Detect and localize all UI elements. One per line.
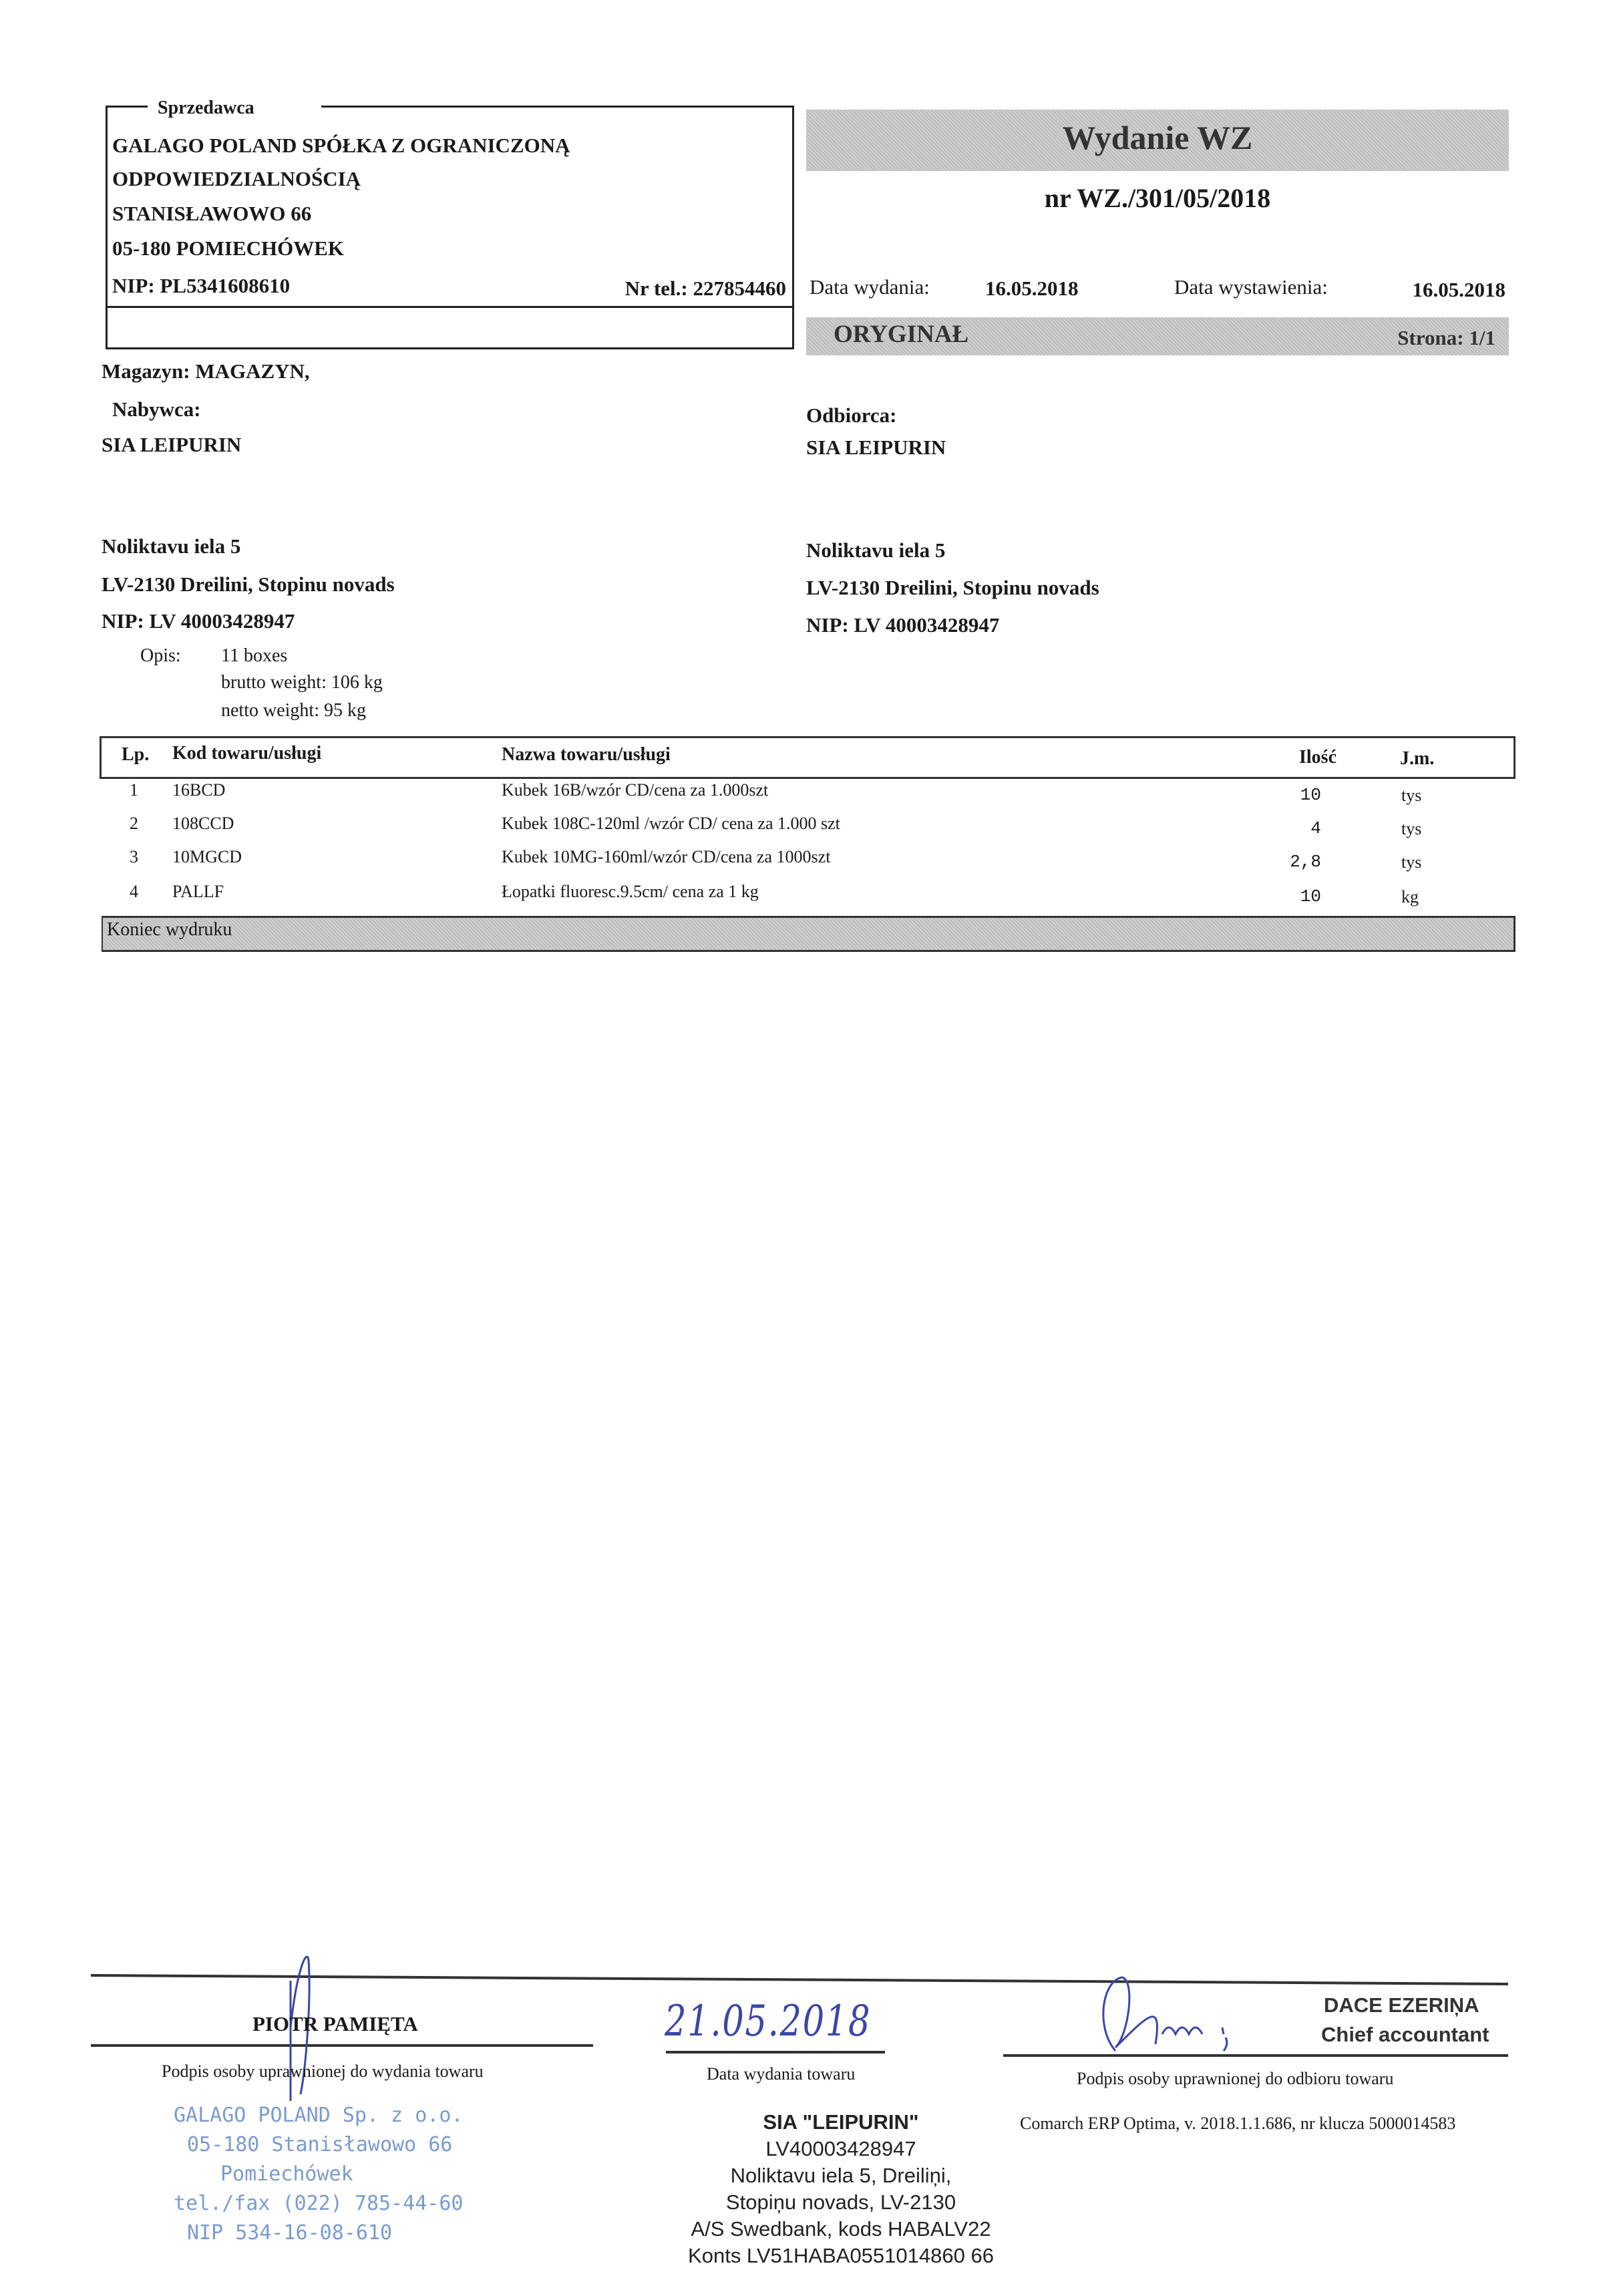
header-lp: Lp. xyxy=(122,744,150,765)
created-date: 16.05.2018 xyxy=(1412,278,1506,301)
cell-qty: 4 xyxy=(1310,818,1321,838)
cell-lp: 4 xyxy=(130,882,138,901)
stamp-line: NIP 534-16-08-610 xyxy=(187,2221,393,2245)
issuer-signature-line xyxy=(91,2044,593,2047)
title-band xyxy=(806,110,1509,171)
page-number: Strona: 1/1 xyxy=(1397,326,1495,349)
copy-type: ORYGINAŁ xyxy=(834,321,969,348)
date-line xyxy=(666,2051,885,2054)
buyer-street: Noliktavu iela 5 xyxy=(102,534,241,558)
stamp-line: tel./fax (022) 785-44-60 xyxy=(174,2192,464,2215)
header-qty: Ilość xyxy=(1299,747,1336,768)
stamp-line: 05-180 Stanisławowo 66 xyxy=(187,2133,453,2156)
seller-city: 05-180 POMIECHÓWEK xyxy=(112,236,345,260)
issuer-name: PIOTR PAMIĘTA xyxy=(252,2012,418,2035)
recipient-name: SIA LEIPURIN xyxy=(806,436,946,459)
recipient-stamp-line: LV40003428947 xyxy=(765,2137,916,2160)
receiver-name: DACE EZERIŅA xyxy=(1324,1993,1479,2017)
end-of-print: Koniec wydruku xyxy=(107,919,232,940)
recipient-city: LV-2130 Dreilini, Stopinu novads xyxy=(806,576,1099,599)
document-number: nr WZ./301/05/2018 xyxy=(1044,183,1271,213)
cell-name: Kubek 10MG-160ml/wzór CD/cena za 1000szt xyxy=(502,847,831,866)
cell-lp: 3 xyxy=(130,847,138,866)
cell-lp: 1 xyxy=(130,780,138,800)
receiver-caption: Podpis osoby uprawnionej do odbioru towa… xyxy=(1077,2069,1394,2088)
recipient-label: Odbiorca: xyxy=(806,403,897,427)
document-title: Wydanie WZ xyxy=(1062,119,1253,156)
buyer-name: SIA LEIPURIN xyxy=(102,433,242,456)
header-name: Nazwa towaru/usługi xyxy=(502,744,671,765)
cell-code: 16BCD xyxy=(172,780,226,800)
cell-code: PALLF xyxy=(172,882,224,901)
recipient-stamp-line: Stopiņu novads, LV-2130 xyxy=(725,2190,956,2214)
buyer-city: LV-2130 Dreilini, Stopinu novads xyxy=(102,572,395,596)
cell-name: Łopatki fluoresc.9.5cm/ cena za 1 kg xyxy=(502,882,759,901)
description-line: brutto weight: 106 kg xyxy=(221,672,383,693)
seller-name-1: GALAGO POLAND SPÓŁKA Z OGRANICZONĄ xyxy=(112,134,570,157)
cell-unit: kg xyxy=(1401,887,1419,907)
header-code: Kod towaru/usługi xyxy=(172,743,322,764)
cell-qty: 2,8 xyxy=(1290,852,1321,872)
handwritten-date: 21.05.2018 xyxy=(665,1997,872,2046)
seller-street: STANISŁAWOWO 66 xyxy=(112,202,312,225)
buyer-nip: NIP: LV 40003428947 xyxy=(102,609,295,633)
seller-box xyxy=(106,106,794,349)
cell-qty: 10 xyxy=(1300,785,1321,805)
seller-phone: Nr tel.: 227854460 xyxy=(624,277,786,300)
seller-nip: NIP: PL5341608610 xyxy=(112,274,291,297)
receiver-signature xyxy=(1102,1976,1228,2052)
stamp-line: Pomiechówek xyxy=(220,2162,353,2186)
cell-qty: 10 xyxy=(1300,886,1321,907)
description-line: netto weight: 95 kg xyxy=(221,700,366,721)
buyer-label: Nabywca: xyxy=(112,397,201,421)
cell-code: 108CCD xyxy=(172,814,234,833)
issue-date-label: Data wydania: xyxy=(810,275,930,299)
receiver-signature-line xyxy=(1003,2054,1508,2057)
seller-label: Sprzedawca xyxy=(158,98,254,118)
description-line: 11 boxes xyxy=(221,645,288,666)
warehouse: Magazyn: MAGAZYN, xyxy=(102,359,310,383)
created-date-label: Data wystawienia: xyxy=(1174,275,1328,299)
end-band xyxy=(102,916,1515,952)
stamp-line: GALAGO POLAND Sp. z o.o. xyxy=(174,2104,464,2127)
seller-name-2: ODPOWIEDZIALNOŚCIĄ xyxy=(112,167,361,190)
cell-unit: tys xyxy=(1401,852,1422,872)
software-info: Comarch ERP Optima, v. 2018.1.1.686, nr … xyxy=(1020,2114,1456,2133)
cell-name: Kubek 108C-120ml /wzór CD/ cena za 1.000… xyxy=(502,814,840,833)
copy-band xyxy=(806,317,1509,355)
issuer-caption: Podpis osoby uprawnionej do wydania towa… xyxy=(162,2062,484,2081)
cell-unit: tys xyxy=(1401,819,1422,838)
description-label: Opis: xyxy=(140,645,181,666)
receiver-title: Chief accountant xyxy=(1321,2023,1489,2046)
date-caption: Data wydania towaru xyxy=(707,2064,856,2084)
cell-lp: 2 xyxy=(130,814,138,833)
recipient-stamp-line: SIA "LEIPURIN" xyxy=(763,2110,919,2134)
table-header xyxy=(100,736,1515,779)
recipient-stamp-line: A/S Swedbank, kods HABALV22 xyxy=(691,2217,991,2241)
recipient-nip: NIP: LV 40003428947 xyxy=(806,613,1000,637)
cell-code: 10MGCD xyxy=(172,847,242,866)
cell-name: Kubek 16B/wzór CD/cena za 1.000szt xyxy=(502,780,769,800)
cell-unit: tys xyxy=(1401,786,1422,805)
recipient-stamp-line: Konts LV51HABA0551014860 66 xyxy=(688,2244,994,2267)
issue-date: 16.05.2018 xyxy=(985,277,1079,300)
issuer-signature xyxy=(289,1955,311,2101)
header-unit: J.m. xyxy=(1400,748,1435,769)
recipient-stamp-line: Noliktavu iela 5, Dreiliņi, xyxy=(730,2164,952,2187)
recipient-street: Noliktavu iela 5 xyxy=(806,538,946,562)
